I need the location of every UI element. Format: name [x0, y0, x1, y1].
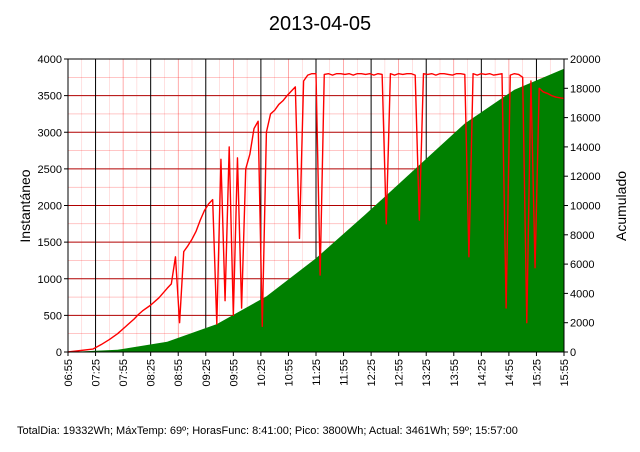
y-tick-label-left: 1500	[38, 237, 62, 249]
y-tick-label-left: 500	[44, 310, 62, 322]
accumulated-series	[68, 68, 564, 353]
y-tick-label-left: 2500	[38, 164, 62, 176]
y-tick-label-right: 12000	[570, 171, 601, 183]
y-tick-label-left: 3000	[38, 127, 62, 139]
y-tick-label-right: 20000	[570, 54, 601, 66]
y-tick-label-right: 10000	[570, 201, 601, 213]
x-tick-label: 14:55	[504, 359, 516, 387]
y-tick-label-left: 4000	[38, 54, 62, 66]
x-tick-label: 07:25	[91, 359, 103, 387]
x-tick-label: 10:55	[283, 359, 295, 387]
instant-series	[67, 72, 565, 353]
y-tick-label-right: 18000	[570, 83, 601, 95]
x-tick-label: 15:55	[559, 359, 571, 387]
x-tick-label: 09:55	[228, 359, 240, 387]
x-tick-label: 12:55	[394, 359, 406, 387]
instant-line	[67, 72, 565, 353]
x-tick-label: 10:25	[256, 359, 268, 387]
y-axis-label-left: Instantáneo	[17, 169, 33, 242]
y-tick-label-right: 8000	[570, 230, 594, 242]
y-tick-label-right: 6000	[570, 259, 594, 271]
x-tick-label: 14:25	[476, 359, 488, 387]
summary-footer: TotalDia: 19332Wh; MáxTemp: 69º; HorasFu…	[17, 425, 518, 437]
accumulated-area	[68, 68, 564, 353]
chart-svg: 2013-04-05 0 500 1000 1500 2000 2500 3000 3500 4…	[17, 13, 629, 387]
x-tick-label: 07:55	[118, 359, 130, 387]
y-tick-label-right: 0	[570, 347, 576, 359]
x-tick-label: 08:25	[146, 359, 158, 387]
y-tick-label-left: 3500	[38, 91, 62, 103]
axes: 0 500 1000 1500 2000 2500 3000 3500 4000 0 2000 400…	[38, 54, 601, 387]
y-tick-label-left: 0	[56, 347, 62, 359]
y-tick-label-left: 1000	[38, 274, 62, 286]
x-tick-label: 09:25	[201, 359, 213, 387]
x-tick-label: 15:25	[531, 359, 543, 387]
y-tick-label-right: 16000	[570, 113, 601, 125]
x-tick-label: 11:25	[311, 359, 323, 386]
chart-title: 2013-04-05	[269, 13, 371, 35]
x-tick-label: 06:55	[63, 359, 75, 387]
x-tick-label: 08:55	[173, 359, 185, 387]
y-axis-label-right: Acumulado	[613, 171, 629, 241]
x-tick-label: 13:55	[449, 359, 461, 387]
y-tick-label-right: 14000	[570, 142, 601, 154]
x-tick-label: 11:55	[339, 359, 351, 386]
x-tick-label: 13:25	[421, 359, 433, 387]
y-tick-label-right: 2000	[570, 318, 594, 330]
x-tick-label: 12:25	[366, 359, 378, 387]
y-tick-label-right: 4000	[570, 288, 594, 300]
y-tick-label-left: 2000	[38, 201, 62, 213]
